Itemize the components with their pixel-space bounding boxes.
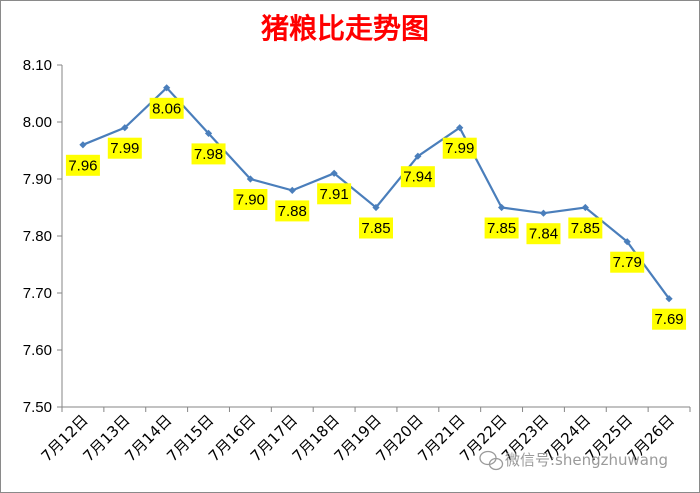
data-label: 7.85: [359, 217, 393, 239]
wechat-icon: [479, 450, 504, 471]
data-label-text: 7.96: [68, 157, 97, 174]
data-point: [204, 129, 213, 137]
data-label: 7.98: [191, 143, 226, 165]
data-label-text: 7.85: [571, 220, 600, 237]
data-label: 7.90: [233, 189, 268, 210]
data-point: [623, 238, 631, 246]
data-label-box: [484, 217, 519, 239]
y-tick-label: 7.80: [23, 228, 52, 245]
data-point: [581, 203, 589, 212]
data-label-box: [359, 217, 393, 239]
y-tick-label: 7.70: [23, 285, 52, 302]
data-point: [330, 169, 338, 177]
data-label: 7.84: [526, 223, 561, 245]
y-tick-label: 7.90: [23, 171, 52, 188]
data-label-text: 7.88: [278, 203, 307, 220]
data-label-box: [442, 137, 477, 159]
data-point: [372, 203, 380, 212]
data-label: 7.94: [400, 166, 435, 188]
data-point: [498, 203, 506, 212]
data-label-box: [65, 154, 100, 176]
data-label-text: 8.06: [152, 100, 181, 117]
data-point: [665, 295, 673, 303]
data-label-box: [610, 251, 645, 273]
y-ticks: 7.50 7.60 7.70 7.80 7.90 8.00 8.10: [23, 57, 62, 416]
data-label-box: [400, 166, 435, 188]
data-label-text: 7.85: [361, 220, 390, 237]
data-label-box: [275, 200, 310, 222]
data-point: [539, 209, 548, 217]
data-point: [246, 175, 254, 183]
data-label: 7.88: [275, 200, 310, 222]
data-label-text: 7.94: [403, 169, 432, 186]
y-tick-label: 7.60: [23, 342, 52, 359]
data-label-box: [317, 183, 352, 205]
y-tick-label: 8.00: [23, 114, 52, 131]
data-label-text: 7.85: [487, 220, 516, 237]
data-point: [456, 124, 464, 132]
data-label-text: 7.84: [529, 226, 558, 243]
data-label-box: [191, 143, 226, 165]
data-labels: 7.96 7.99 8.06 7.98 7.90 7.88 7.91 7.85 7.94 7.99…: [65, 97, 687, 330]
data-label: 8.06: [149, 97, 184, 119]
data-point: [163, 84, 171, 92]
data-label-text: 7.99: [445, 140, 474, 157]
data-label: 7.85: [568, 217, 603, 239]
data-label: 7.69: [652, 308, 687, 330]
data-label-text: 7.79: [613, 254, 642, 271]
data-point: [414, 152, 422, 160]
y-tick-label: 7.50: [23, 399, 52, 416]
data-point: [121, 124, 129, 132]
data-label-box: [107, 137, 142, 159]
data-label-text: 7.99: [110, 140, 139, 157]
data-label-text: 7.69: [654, 311, 683, 328]
data-label: 7.85: [484, 217, 519, 239]
data-label-box: [568, 217, 603, 239]
data-point: [79, 141, 87, 149]
data-label-text: 7.98: [194, 146, 223, 163]
chart-title: 猪粮比走势图: [261, 12, 429, 45]
data-label-box: [652, 308, 687, 330]
data-label-box: [526, 223, 561, 245]
series-line: [82, 86, 670, 300]
data-label: 7.99: [107, 137, 142, 159]
series-markers: [79, 84, 673, 303]
data-label-text: 7.91: [320, 186, 349, 203]
watermark-text: 微信号:shengzhuwang: [505, 451, 668, 469]
watermark: 微信号:shengzhuwang: [479, 450, 668, 471]
data-label: 7.99: [442, 137, 477, 159]
data-label: 7.96: [65, 154, 100, 176]
y-tick-label: 8.10: [23, 57, 52, 74]
data-label: 7.91: [317, 183, 352, 205]
data-label: 7.79: [610, 251, 645, 273]
data-label-box: [233, 189, 268, 210]
data-point: [288, 186, 296, 194]
data-label-box: [149, 97, 184, 119]
data-label-text: 7.90: [236, 192, 265, 209]
